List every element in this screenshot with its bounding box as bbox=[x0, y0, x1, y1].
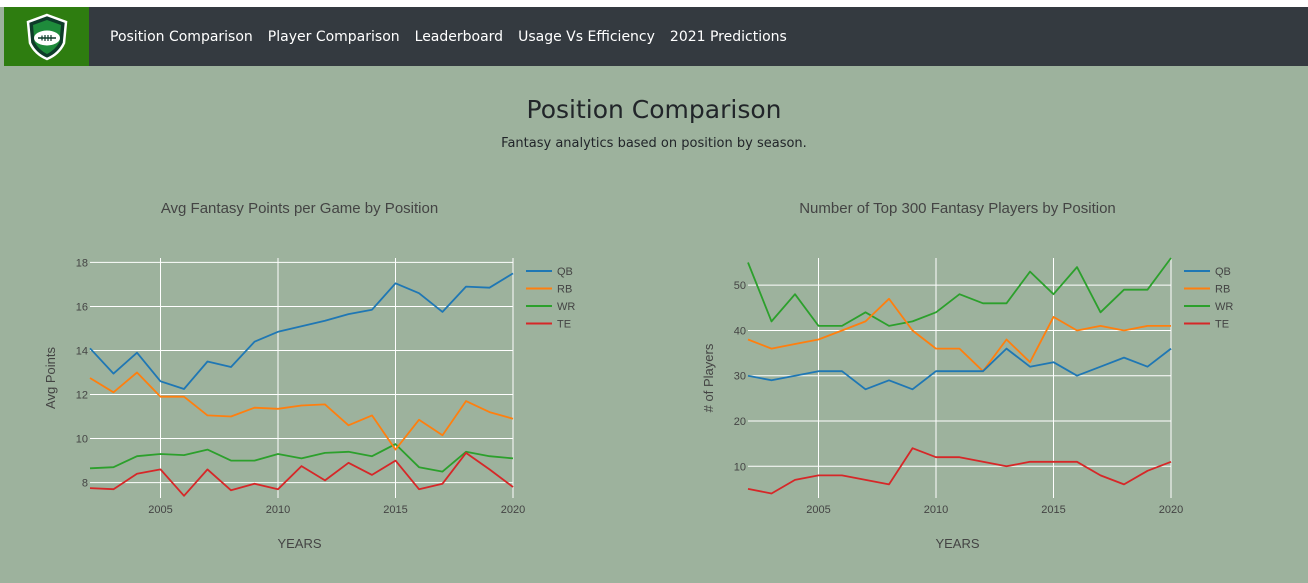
chart2-y-tick-label: 50 bbox=[734, 280, 746, 292]
chart1-series-wr-line[interactable] bbox=[89, 443, 514, 473]
nav-player-comparison[interactable]: Player Comparison bbox=[267, 28, 400, 45]
chart2-legend-label-te[interactable]: TE bbox=[1215, 319, 1229, 331]
chart2-series-wr-line[interactable] bbox=[747, 257, 1172, 327]
nav-usage-vs-efficiency[interactable]: Usage Vs Efficiency bbox=[518, 28, 655, 45]
nav-leaderboard[interactable]: Leaderboard bbox=[414, 28, 504, 45]
chart2-y-tick-label: 40 bbox=[734, 325, 746, 337]
page-subtitle: Fantasy analytics based on position by s… bbox=[501, 136, 807, 151]
chart1-legend-label-te[interactable]: TE bbox=[557, 319, 571, 331]
chart1-y-tick-label: 10 bbox=[76, 434, 88, 446]
chart1-legend-label-wr[interactable]: WR bbox=[557, 301, 575, 313]
navbar: Position Comparison Player Comparison Le… bbox=[4, 7, 1308, 66]
chart1-y-tick-label: 12 bbox=[76, 390, 88, 402]
chart1-x-tick-label: 2020 bbox=[501, 504, 525, 516]
chart2-x-axis-label: YEARS bbox=[935, 536, 979, 551]
chart2-series-rb-line[interactable] bbox=[747, 297, 1171, 373]
chart2-y-tick-label: 30 bbox=[734, 371, 746, 383]
chart2-y-tick-label: 10 bbox=[734, 461, 746, 473]
chart2-x-tick-label: 2015 bbox=[1041, 504, 1065, 516]
chart1-series-qb-line[interactable] bbox=[89, 272, 514, 390]
chart2-series-qb-line[interactable] bbox=[747, 347, 1172, 391]
chart1-y-axis-label: Avg Points bbox=[43, 347, 58, 409]
chart1-y-tick-label: 18 bbox=[76, 257, 88, 269]
chart2-title: Number of Top 300 Fantasy Players by Pos… bbox=[799, 200, 1116, 217]
chart1-title: Avg Fantasy Points per Game by Position bbox=[161, 200, 438, 217]
avg-points-chart[interactable]: Avg Fantasy Points per Game by Position 8… bbox=[0, 180, 620, 570]
avg-points-chart-svg[interactable]: Avg Fantasy Points per Game by Position 8… bbox=[0, 180, 620, 570]
chart2-x-tick-label: 2010 bbox=[924, 504, 948, 516]
chart1-y-tick-label: 16 bbox=[76, 301, 88, 313]
chart1-legend-label-rb[interactable]: RB bbox=[557, 284, 572, 296]
chart2-y-axis-label: # of Players bbox=[701, 343, 716, 412]
chart1-legend-label-qb[interactable]: QB bbox=[557, 266, 573, 278]
chart2-legend-label-rb[interactable]: RB bbox=[1215, 284, 1230, 296]
chart1-y-tick-label: 14 bbox=[76, 345, 88, 357]
chart1-x-tick-label: 2015 bbox=[383, 504, 407, 516]
chart1-series-rb-line[interactable] bbox=[89, 371, 514, 451]
chart1-y-tick-label: 8 bbox=[82, 478, 88, 490]
top300-players-chart[interactable]: Number of Top 300 Fantasy Players by Pos… bbox=[658, 180, 1278, 570]
chart2-legend-label-qb[interactable]: QB bbox=[1215, 266, 1231, 278]
chart2-y-tick-label: 20 bbox=[734, 416, 746, 428]
top-strip bbox=[0, 0, 1308, 7]
chart2-x-tick-label: 2020 bbox=[1159, 504, 1183, 516]
chart2-legend-label-wr[interactable]: WR bbox=[1215, 301, 1233, 313]
nav-2021-predictions[interactable]: 2021 Predictions bbox=[669, 28, 787, 45]
chart2-x-tick-label: 2005 bbox=[806, 504, 830, 516]
football-shield-icon bbox=[26, 13, 67, 60]
chart2-series-te-line[interactable] bbox=[747, 447, 1172, 495]
chart1-x-axis-label: YEARS bbox=[277, 536, 321, 551]
chart1-series-te-line[interactable] bbox=[89, 451, 514, 497]
nav-position-comparison[interactable]: Position Comparison bbox=[110, 28, 253, 45]
page-title: Position Comparison bbox=[526, 95, 782, 124]
logo[interactable] bbox=[4, 7, 89, 66]
nav-links: Position Comparison Player Comparison Le… bbox=[110, 29, 802, 45]
chart1-x-tick-label: 2010 bbox=[266, 504, 290, 516]
chart1-x-tick-label: 2005 bbox=[148, 504, 172, 516]
top300-players-chart-svg[interactable]: Number of Top 300 Fantasy Players by Pos… bbox=[658, 180, 1278, 570]
